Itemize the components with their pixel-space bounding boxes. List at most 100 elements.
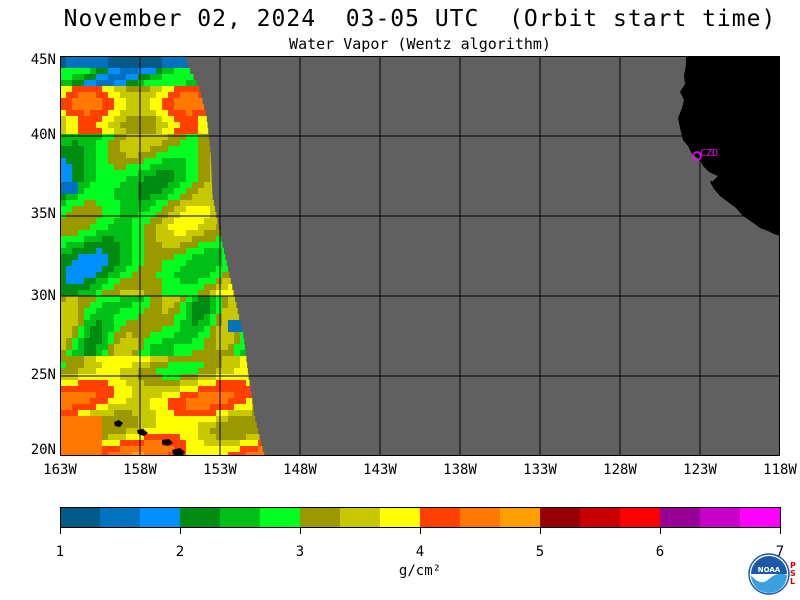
vapor-cell: [180, 392, 187, 399]
vapor-cell: [96, 434, 103, 441]
vapor-cell: [174, 206, 181, 213]
vapor-cell: [96, 164, 103, 171]
vapor-cell: [186, 140, 193, 147]
vapor-cell: [240, 446, 247, 453]
vapor-cell: [192, 314, 199, 321]
vapor-cell: [192, 302, 199, 309]
vapor-cell: [132, 446, 139, 453]
vapor-cell: [186, 236, 193, 243]
vapor-cell: [174, 434, 181, 441]
vapor-cell: [228, 356, 235, 363]
vapor-cell: [66, 452, 73, 456]
vapor-cell: [228, 338, 235, 345]
vapor-cell: [198, 428, 205, 435]
vapor-cell: [78, 398, 85, 405]
vapor-cell: [120, 254, 127, 261]
vapor-cell: [180, 308, 187, 315]
vapor-cell: [180, 224, 187, 231]
vapor-cell: [108, 440, 115, 447]
vapor-cell: [126, 452, 133, 456]
vapor-cell: [198, 206, 205, 213]
vapor-cell: [180, 140, 187, 147]
vapor-cell: [180, 176, 187, 183]
vapor-cell: [144, 440, 151, 447]
vapor-cell: [246, 422, 253, 429]
vapor-cell: [96, 230, 103, 237]
vapor-cell: [108, 56, 115, 63]
vapor-cell: [138, 230, 145, 237]
vapor-cell: [156, 152, 163, 159]
vapor-cell: [78, 302, 85, 309]
vapor-cell: [180, 206, 187, 213]
vapor-cell: [84, 92, 91, 99]
vapor-cell: [108, 206, 115, 213]
vapor-cell: [210, 428, 217, 435]
vapor-cell: [192, 104, 199, 111]
vapor-cell: [198, 260, 205, 267]
vapor-cell: [108, 122, 115, 129]
vapor-cell: [204, 290, 211, 297]
vapor-cell: [252, 410, 255, 417]
vapor-cell: [114, 110, 121, 117]
vapor-cell: [90, 356, 97, 363]
vapor-cell: [60, 206, 67, 213]
vapor-cell: [90, 134, 97, 141]
vapor-cell: [174, 236, 181, 243]
vapor-cell: [150, 194, 157, 201]
vapor-cell: [144, 152, 151, 159]
vapor-cell: [186, 74, 193, 81]
vapor-cell: [96, 158, 103, 165]
vapor-cell: [168, 194, 175, 201]
vapor-cell: [120, 194, 127, 201]
vapor-cell: [216, 326, 223, 333]
vapor-cell: [108, 296, 115, 303]
vapor-cell: [102, 224, 109, 231]
vapor-cell: [96, 212, 103, 219]
vapor-cell: [72, 134, 79, 141]
vapor-cell: [60, 182, 67, 189]
vapor-cell: [240, 452, 247, 456]
vapor-cell: [132, 92, 139, 99]
map-frame: [60, 56, 780, 456]
vapor-cell: [180, 284, 187, 291]
vapor-cell: [126, 122, 133, 129]
vapor-cell: [72, 110, 79, 117]
vapor-cell: [72, 188, 79, 195]
vapor-cell: [222, 260, 227, 267]
vapor-cell: [66, 140, 73, 147]
vapor-cell: [186, 374, 193, 381]
vapor-cell: [204, 362, 211, 369]
vapor-cell: [108, 170, 115, 177]
vapor-cell: [204, 278, 211, 285]
vapor-cell: [198, 398, 205, 405]
vapor-cell: [84, 374, 91, 381]
vapor-cell: [138, 242, 145, 249]
vapor-cell: [150, 320, 157, 327]
vapor-cell: [150, 200, 157, 207]
vapor-cell: [168, 356, 175, 363]
psl-letter-s: S: [790, 569, 796, 578]
vapor-cell: [66, 392, 73, 399]
vapor-cell: [180, 122, 187, 129]
vapor-cell: [180, 146, 187, 153]
vapor-cell: [174, 290, 181, 297]
vapor-cell: [102, 56, 109, 63]
vapor-cell: [138, 326, 145, 333]
vapor-cell: [72, 290, 79, 297]
vapor-cell: [252, 404, 254, 411]
vapor-cell: [144, 380, 151, 387]
vapor-cell: [84, 224, 91, 231]
vapor-cell: [180, 134, 187, 141]
vapor-cell: [204, 236, 211, 243]
vapor-cell: [126, 194, 133, 201]
vapor-cell: [120, 290, 127, 297]
vapor-cell: [228, 386, 235, 393]
vapor-cell: [240, 380, 247, 387]
vapor-cell: [72, 206, 79, 213]
vapor-cell: [60, 170, 67, 177]
vapor-cell: [192, 92, 199, 99]
vapor-cell: [210, 182, 213, 189]
vapor-cell: [66, 122, 73, 129]
vapor-cell: [84, 416, 91, 423]
vapor-cell: [84, 68, 91, 75]
